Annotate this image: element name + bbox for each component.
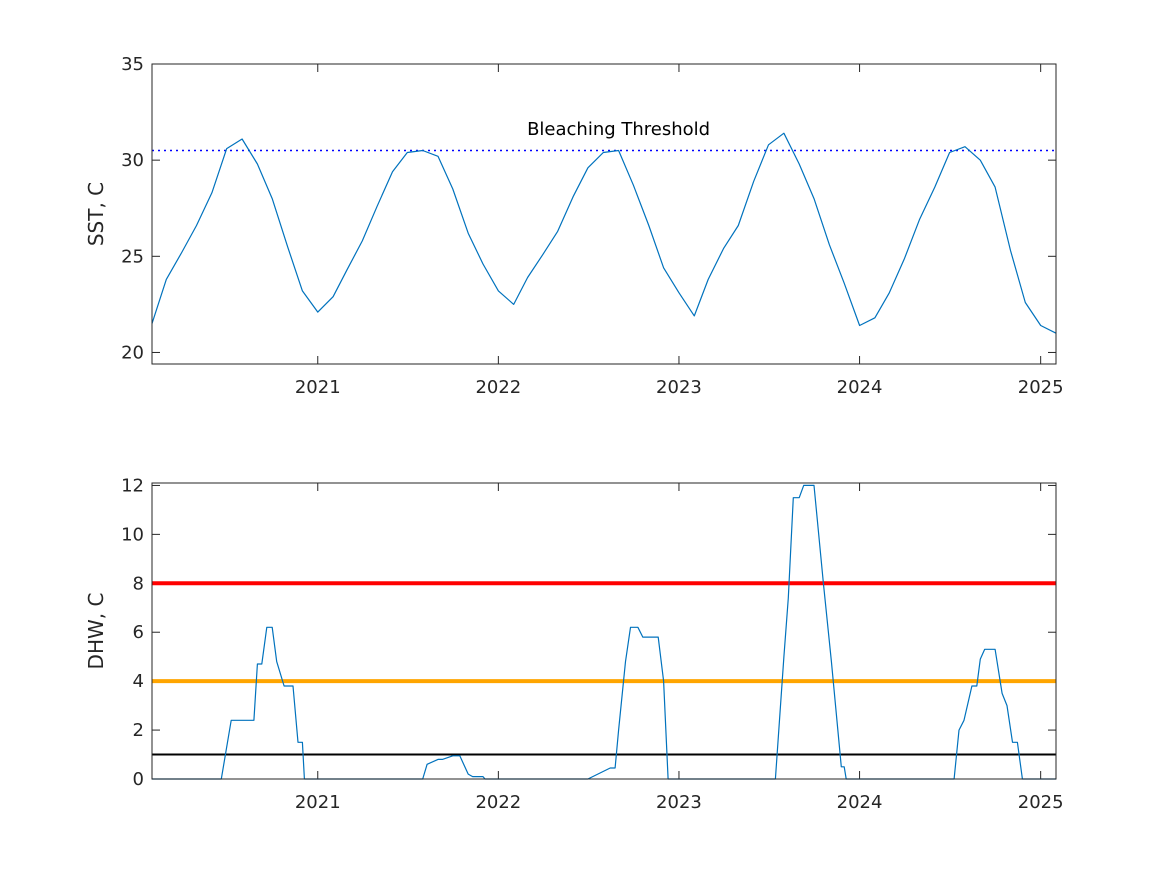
dhw-x-tick-label: 2021: [295, 792, 341, 813]
dhw-x-tick-label: 2023: [656, 792, 702, 813]
dhw-y-tick-label: 8: [133, 573, 144, 594]
dhw-axes-frame: [151, 482, 1057, 780]
sst-x-tick-label: 2022: [475, 377, 521, 398]
sst-x-tick-label: 2025: [1018, 377, 1064, 398]
dhw-y-tick-label: 10: [121, 524, 144, 545]
dhw-series-line: [152, 484, 1056, 780]
sst-y-tick-label: 30: [121, 150, 144, 171]
dhw-y-tick-label: 6: [133, 622, 144, 643]
dhw-y-tick-label: 2: [133, 720, 144, 741]
sst-y-tick-label: 20: [121, 342, 144, 363]
sst-y-tick-label: 25: [121, 246, 144, 267]
dhw-y-tick-label: 0: [133, 769, 144, 790]
dhw-ticks: 0 2 4 6 8 10 12 2021 2022 2023 2024 2025: [121, 475, 1063, 813]
sst-x-tick-label: 2021: [295, 377, 341, 398]
dhw-series: [152, 484, 1056, 780]
dhw-x-tick-label: 2022: [475, 792, 521, 813]
sst-series-line: [151, 132, 1057, 334]
sst-plot-area: [152, 64, 1056, 364]
dhw-y-tick-label: 12: [121, 475, 144, 496]
dhw-axes: 0 2 4 6 8 10 12 2021 2022 2023 2024 2025 DHW, C: [84, 475, 1064, 813]
dhw-plot-area: [152, 483, 1056, 779]
sst-series: [151, 132, 1057, 334]
sst-x-tick-label: 2024: [837, 377, 883, 398]
sst-x-tick-label: 2023: [656, 377, 702, 398]
dhw-y-axis-label: DHW, C: [84, 593, 108, 670]
sst-annotations: Bleaching Threshold: [527, 119, 710, 140]
sst-y-axis-label: SST, C: [84, 182, 108, 246]
sst-axes-frame: [151, 63, 1057, 365]
sst-annotation: Bleaching Threshold: [527, 119, 710, 140]
dhw-y-tick-label: 4: [133, 671, 144, 692]
dhw-x-tick-label: 2025: [1018, 792, 1064, 813]
sst-y-tick-label: 35: [121, 54, 144, 75]
dhw-x-tick-label: 2024: [837, 792, 883, 813]
